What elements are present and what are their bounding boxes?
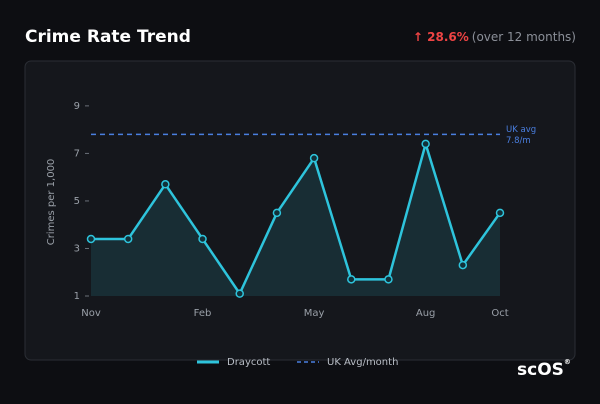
reference-value-label: 7.8/m xyxy=(506,136,531,146)
point xyxy=(347,275,356,284)
legend-label: UK Avg/month xyxy=(327,357,398,368)
y-tick-label: 3 xyxy=(74,243,80,254)
point xyxy=(161,180,170,189)
x-tick-label: Aug xyxy=(416,308,436,319)
point xyxy=(86,234,96,244)
legend-label: Draycott xyxy=(227,357,270,368)
y-tick-label: 5 xyxy=(74,196,80,207)
title: Crime Rate Trend xyxy=(25,27,191,47)
x-tick-label: Oct xyxy=(491,308,508,319)
point xyxy=(272,208,282,218)
point xyxy=(198,234,207,244)
line xyxy=(91,142,502,295)
y-tick-label: 7 xyxy=(74,148,80,159)
logo-text: scOS xyxy=(517,360,564,380)
x-tick-label: Nov xyxy=(81,308,101,319)
point xyxy=(421,139,430,149)
logo-mark: ® xyxy=(564,358,571,366)
chart-panel xyxy=(24,60,576,361)
point xyxy=(123,234,133,244)
logo: scOS® xyxy=(517,358,571,380)
change: ↑ 28.6% xyxy=(413,30,469,44)
area xyxy=(91,143,500,296)
point xyxy=(235,289,244,298)
y-axis-label: Crimes per 1,000 xyxy=(46,159,57,246)
y-tick-label: 1 xyxy=(74,291,80,302)
point xyxy=(458,260,468,270)
point xyxy=(495,208,505,218)
change-note: (over 12 months) xyxy=(472,30,576,44)
x-tick-label: May xyxy=(304,308,325,319)
change-summary: ↑ 28.6% (over 12 months) xyxy=(413,30,576,44)
point xyxy=(309,153,319,163)
reference-label: UK avg xyxy=(506,125,536,135)
x-tick-label: Feb xyxy=(194,308,212,319)
y-tick-label: 9 xyxy=(74,101,80,112)
point xyxy=(384,275,393,284)
